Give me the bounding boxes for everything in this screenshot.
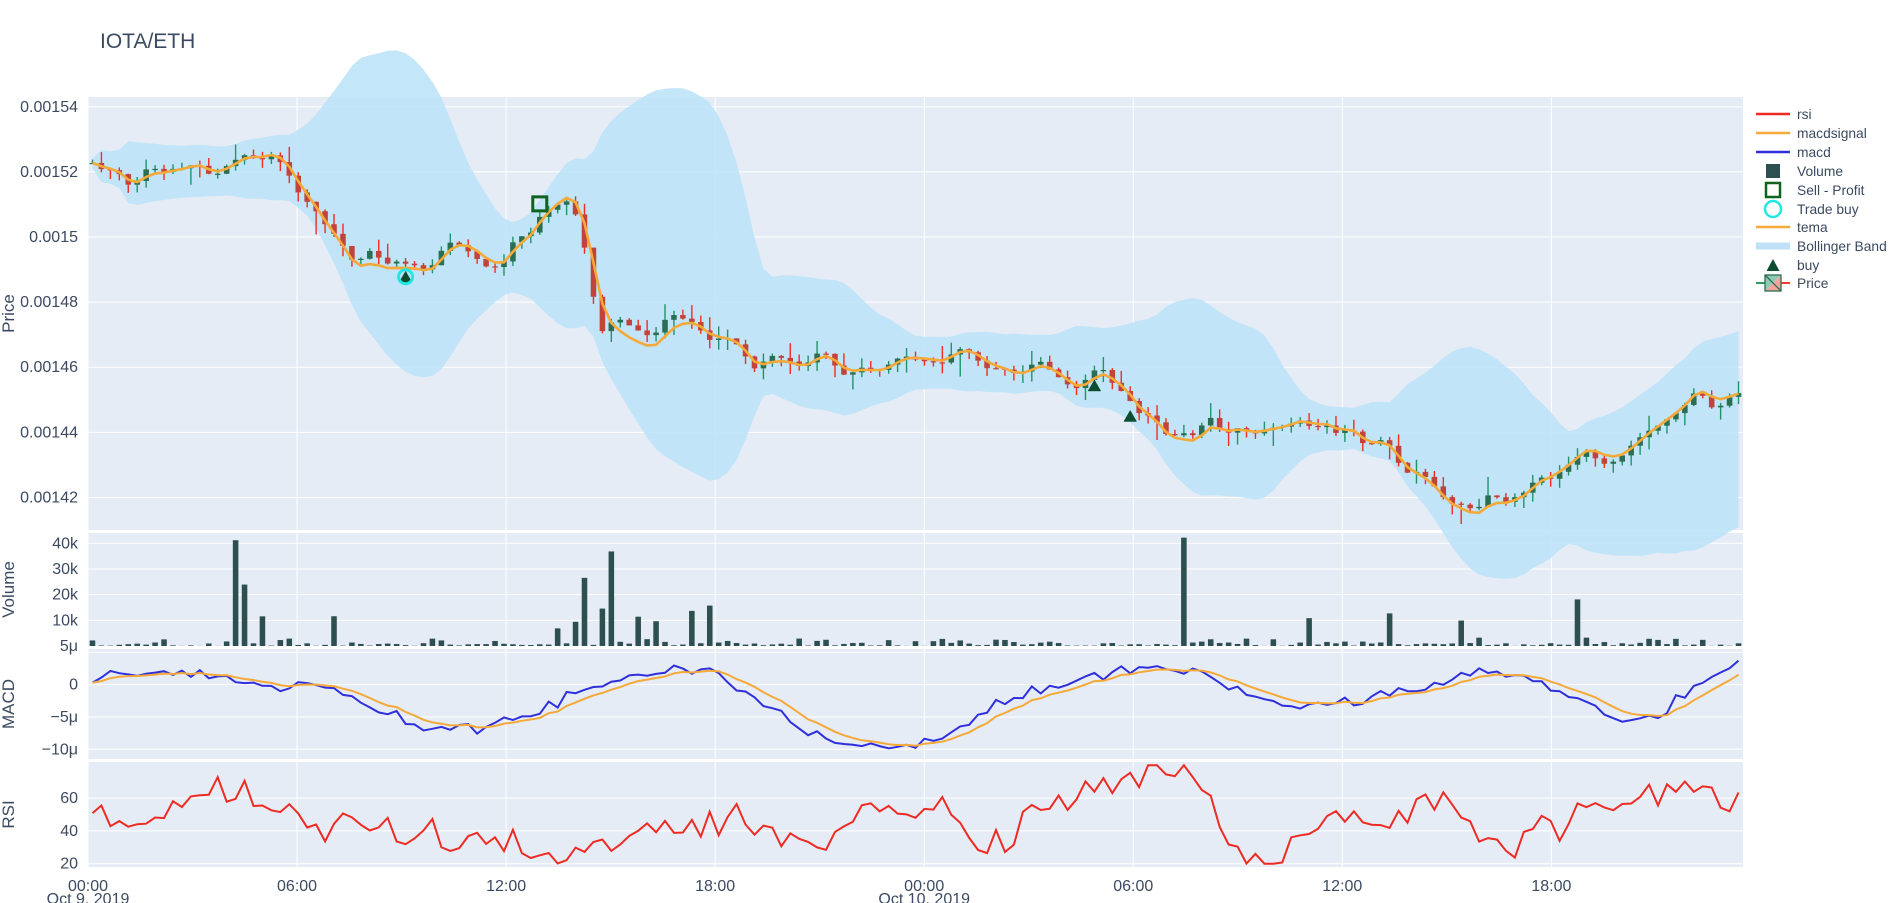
svg-text:Oct 10, 2019: Oct 10, 2019 [878,891,970,903]
svg-text:5μ: 5μ [60,638,78,655]
svg-text:18:00: 18:00 [695,878,735,895]
svg-text:06:00: 06:00 [277,878,317,895]
svg-text:Trade buy: Trade buy [1797,202,1859,217]
svg-text:macd: macd [1797,145,1831,160]
svg-text:60: 60 [60,790,78,807]
svg-text:Bollinger Band: Bollinger Band [1797,239,1887,254]
svg-text:Oct 9, 2019: Oct 9, 2019 [47,891,130,903]
svg-text:40k: 40k [52,535,79,552]
svg-text:Price: Price [0,294,18,333]
svg-text:0.0015: 0.0015 [29,229,78,246]
svg-text:0.00142: 0.00142 [20,489,78,506]
svg-text:20k: 20k [52,587,79,604]
svg-text:macdsignal: macdsignal [1797,126,1867,141]
svg-text:buy: buy [1797,258,1819,273]
svg-text:tema: tema [1797,220,1828,235]
svg-text:Sell - Profit: Sell - Profit [1797,183,1865,198]
svg-text:−10μ: −10μ [42,741,78,758]
svg-text:Volume: Volume [0,561,18,618]
svg-text:0.00144: 0.00144 [20,424,78,441]
svg-text:06:00: 06:00 [1113,878,1153,895]
svg-text:10k: 10k [52,612,79,629]
svg-text:20: 20 [60,856,78,873]
svg-text:Price: Price [1797,276,1829,291]
svg-text:12:00: 12:00 [1322,878,1362,895]
svg-text:rsi: rsi [1797,107,1812,122]
svg-text:Volume: Volume [1797,164,1843,179]
svg-text:40: 40 [60,823,78,840]
svg-text:18:00: 18:00 [1531,878,1571,895]
svg-text:RSI: RSI [0,800,18,828]
svg-text:12:00: 12:00 [486,878,526,895]
svg-text:0: 0 [69,677,78,694]
svg-text:0.00148: 0.00148 [20,294,78,311]
svg-text:−5μ: −5μ [51,709,78,726]
svg-text:0.00154: 0.00154 [20,99,78,116]
svg-text:30k: 30k [52,561,79,578]
svg-text:0.00152: 0.00152 [20,164,78,181]
svg-text:IOTA/ETH: IOTA/ETH [100,30,195,53]
svg-text:0.00146: 0.00146 [20,359,78,376]
svg-text:MACD: MACD [0,679,18,729]
